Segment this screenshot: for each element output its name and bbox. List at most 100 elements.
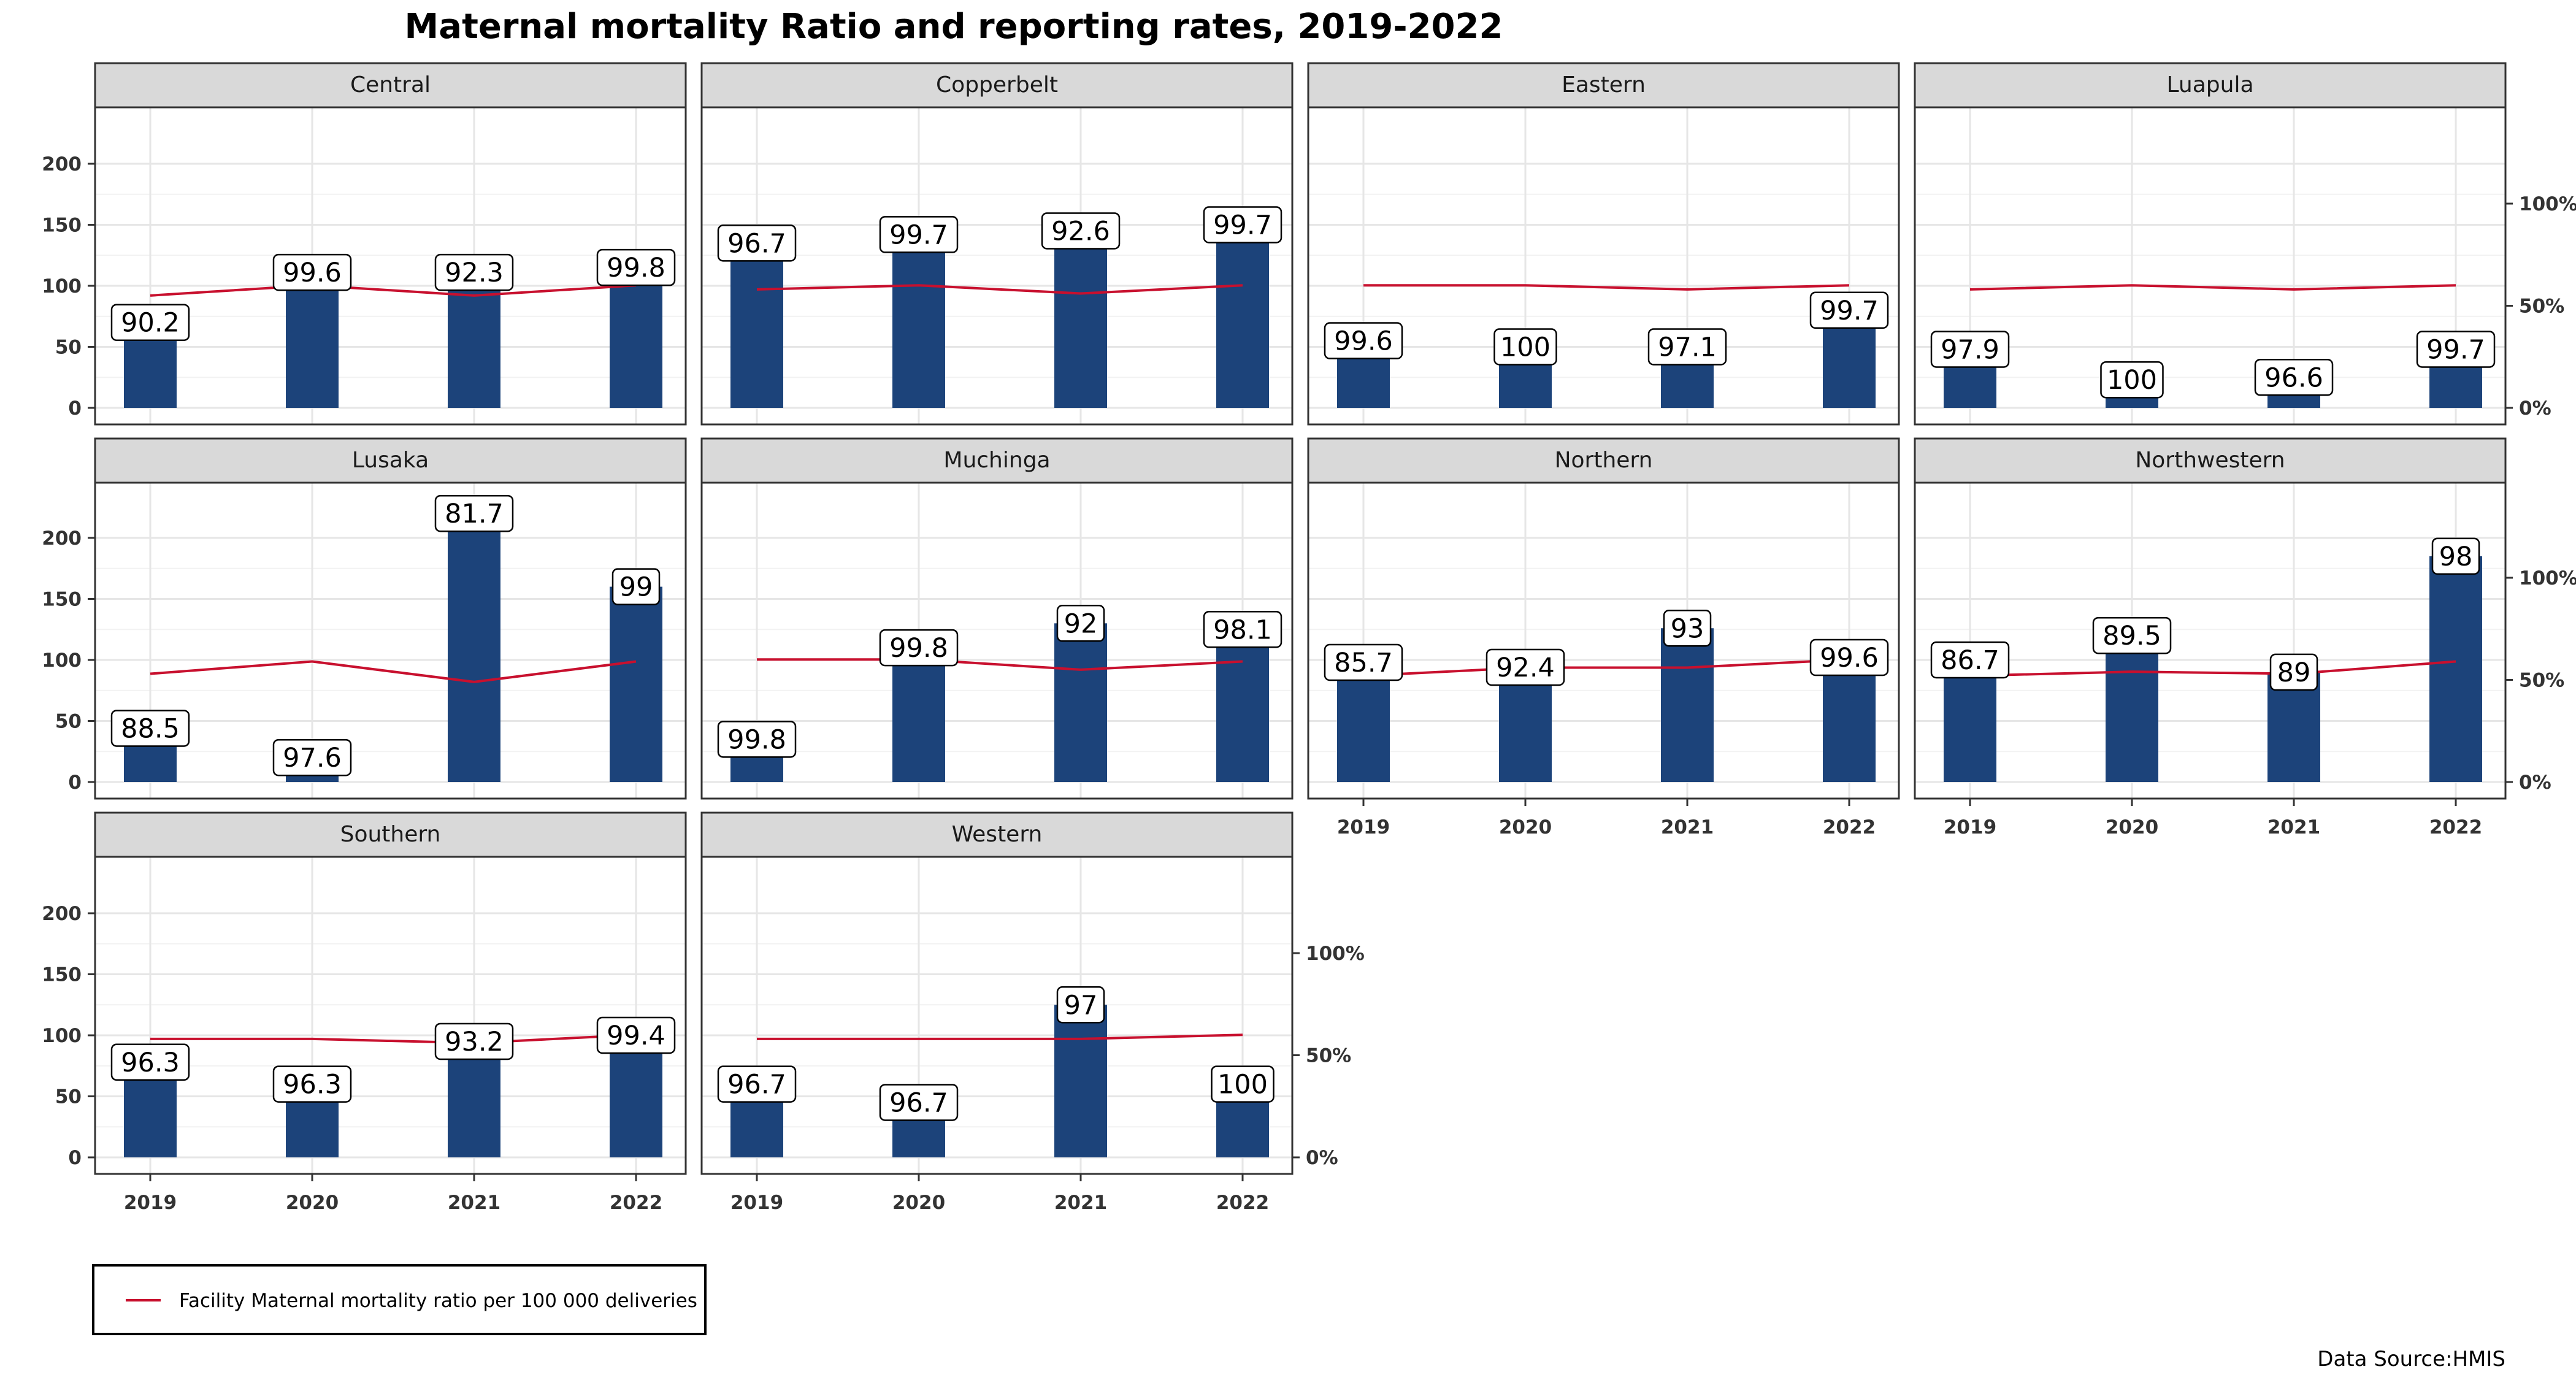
data-label: 99.6	[1334, 326, 1393, 357]
data-label: 97.9	[1941, 334, 1999, 365]
data-label-box	[1493, 328, 1557, 366]
data-label-box	[434, 253, 514, 291]
data-label-box	[596, 1016, 676, 1054]
x-tick-label: 2022	[610, 1192, 662, 1214]
data-label-box	[2431, 537, 2480, 575]
facet-strip-label: Eastern	[1562, 72, 1646, 98]
series-line	[150, 284, 637, 297]
data-label-box	[272, 738, 352, 776]
bar	[1499, 667, 1552, 782]
data-label: 96.7	[727, 228, 786, 259]
chart-title: Maternal mortality Ratio and reporting r…	[405, 7, 1503, 47]
bar	[1216, 629, 1269, 782]
data-label: 99	[619, 572, 653, 603]
legend-box	[92, 1264, 707, 1335]
y-tick-label: 0	[68, 397, 82, 420]
data-label-box	[2092, 616, 2172, 654]
data-label: 97.6	[283, 743, 342, 773]
facet-strip-label: Lusaka	[352, 448, 429, 473]
x-tick-label: 2022	[1823, 816, 1876, 838]
x-tick-label: 2021	[448, 1192, 500, 1214]
series-line	[150, 660, 637, 683]
data-label-box	[717, 721, 797, 758]
facet-strip-label: Southern	[340, 822, 441, 847]
data-label-box	[2100, 361, 2164, 399]
series-line	[756, 284, 1243, 295]
data-label-box	[434, 1022, 514, 1060]
x-tick-label: 2021	[2267, 816, 2320, 838]
plot-background	[95, 483, 686, 799]
data-label-box	[596, 248, 676, 286]
y-right-tick-label: 100%	[2519, 567, 2576, 589]
y-tick-label: 200	[42, 527, 82, 550]
data-label-box	[717, 1065, 797, 1103]
x-tick-label: 2020	[286, 1192, 339, 1214]
data-label-box	[2269, 653, 2318, 691]
facet-panel: Southern 96.3 96.3 93.2 99.4 0 50 100 150 200 2019…	[42, 811, 687, 1214]
y-right-tick-label: 100%	[1306, 943, 1365, 965]
y-tick-label: 0	[68, 772, 82, 794]
x-tick-label: 2019	[1337, 816, 1390, 838]
data-label-box	[1056, 605, 1105, 642]
bar	[1216, 224, 1269, 408]
y-right-tick-label: 50%	[2519, 296, 2564, 318]
plot-background	[702, 483, 1292, 799]
y-tick-label: 50	[55, 711, 82, 733]
y-tick-label: 0	[68, 1147, 82, 1169]
data-label: 99.7	[889, 220, 948, 250]
facet-strip-label: Copperbelt	[936, 72, 1058, 98]
data-label: 99.4	[607, 1021, 665, 1051]
bar	[610, 586, 662, 782]
y-right-tick-label: 100%	[2519, 193, 2576, 215]
plot-background	[702, 857, 1292, 1174]
data-label-box	[1203, 206, 1282, 243]
y-tick-label: 200	[42, 153, 82, 175]
y-right-tick-label: 50%	[2519, 670, 2564, 692]
facet-strip-label: Northwestern	[2135, 448, 2285, 473]
source-note: Data Source:HMIS	[2317, 1347, 2505, 1371]
data-label-box	[879, 1084, 959, 1121]
data-label: 93.2	[445, 1027, 504, 1057]
series-line	[1969, 284, 2456, 291]
legend: Facility Maternal mortality ratio per 10…	[92, 1264, 707, 1335]
panel-border	[700, 481, 1294, 800]
facet-strip	[1307, 62, 1900, 109]
facet-panel: Western 96.7 96.7 97 100 0% 50% 100% 2019 2020 202…	[700, 811, 1365, 1214]
plot-background	[1915, 483, 2505, 799]
y-tick-label: 100	[42, 650, 82, 672]
data-label: 81.7	[445, 499, 504, 529]
data-label-box	[110, 1043, 190, 1081]
facet-strip-label: Luapula	[2166, 72, 2253, 98]
bar	[610, 267, 662, 408]
data-label: 96.6	[2264, 362, 2323, 393]
bar	[448, 1041, 500, 1157]
x-tick-label: 2022	[2429, 816, 2482, 838]
data-label: 100	[1500, 332, 1551, 363]
bar	[1054, 1005, 1107, 1157]
facet-strip-label: Muchinga	[943, 448, 1050, 473]
data-label-box	[2254, 359, 2334, 396]
data-label: 99.7	[2426, 334, 2485, 365]
panel-border	[1914, 106, 2507, 426]
bar	[1054, 623, 1107, 782]
facet-strip	[94, 62, 687, 109]
data-label: 99.8	[607, 253, 665, 283]
x-tick-label: 2020	[1499, 816, 1552, 838]
facet-panel: Luapula 97.9 100 96.6 99.7 0% 50% 100%	[1914, 62, 2576, 426]
panel-border	[94, 481, 687, 800]
y-right-tick-label: 50%	[1306, 1045, 1351, 1067]
data-label: 96.7	[889, 1087, 948, 1118]
data-label: 92.4	[1496, 653, 1555, 683]
data-label-box	[110, 710, 190, 747]
bar	[1054, 231, 1107, 408]
bar	[286, 272, 339, 408]
facet-panel: Northern 85.7 92.4 93 99.6 2019 2020 2021 2022	[1307, 437, 1900, 838]
panel-border	[94, 106, 687, 426]
data-label-box	[879, 216, 959, 253]
data-label: 99.8	[889, 633, 948, 664]
plot-background	[95, 107, 686, 424]
data-label-box	[1809, 291, 1889, 329]
data-label: 92	[1064, 608, 1098, 639]
facet-strip	[94, 811, 687, 858]
